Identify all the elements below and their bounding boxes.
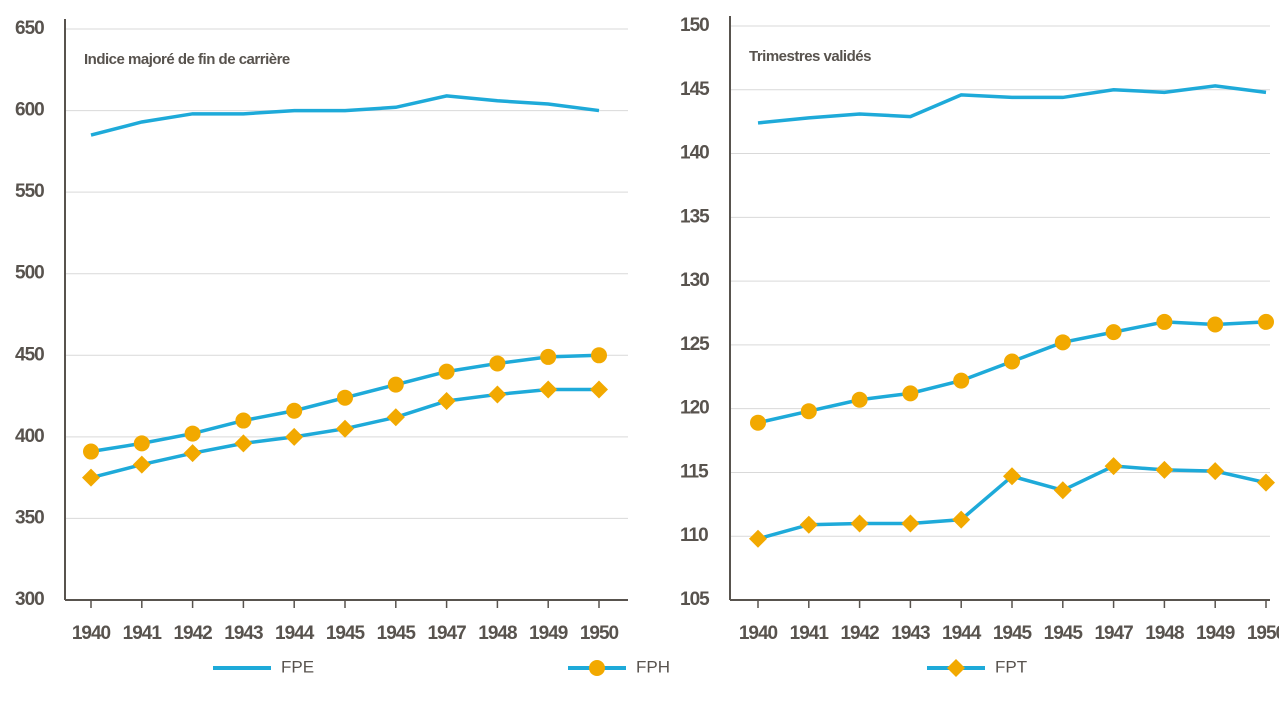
marker: [1156, 313, 1173, 330]
marker: [947, 659, 965, 677]
x-tick-label: 1949: [1196, 623, 1235, 644]
marker: [540, 348, 557, 365]
marker: [1207, 316, 1224, 333]
marker: [183, 444, 202, 463]
marker: [1054, 334, 1071, 351]
marker: [901, 514, 920, 533]
x-tick-label: 1944: [942, 623, 982, 644]
marker: [850, 514, 869, 533]
y-tick-label: 600: [15, 100, 44, 121]
marker: [132, 455, 151, 474]
y-tick-label: 115: [680, 461, 709, 482]
x-tick-label: 1942: [840, 623, 879, 644]
series-line: [757, 320, 1267, 425]
marker: [235, 412, 252, 429]
x-tick-label: 1945: [326, 623, 366, 644]
x-tick-label: 1940: [72, 623, 111, 644]
marker: [438, 363, 455, 380]
series-line: [757, 84, 1267, 125]
x-tick-label: 1941: [123, 623, 163, 644]
legend-label: FPH: [636, 657, 670, 676]
x-tick-label: 1950: [580, 623, 619, 644]
x-tick-label: 1948: [1145, 623, 1184, 644]
x-tick-label: 1948: [478, 623, 517, 644]
marker: [1206, 462, 1225, 481]
x-tick-label: 1950: [1247, 623, 1279, 644]
marker: [800, 403, 817, 420]
marker: [1105, 324, 1122, 341]
x-tick-label: 1947: [427, 623, 466, 644]
y-tick-label: 125: [680, 334, 710, 355]
x-tick-label: 1943: [891, 623, 930, 644]
legend-label: FPT: [995, 657, 1027, 676]
marker: [82, 468, 100, 487]
y-tick-label: 140: [680, 143, 709, 164]
x-tick-label: 1944: [275, 623, 315, 644]
marker: [285, 427, 304, 446]
y-tick-label: 145: [680, 79, 710, 100]
x-tick-label: 1940: [739, 623, 778, 644]
marker: [489, 355, 506, 372]
marker: [336, 419, 354, 438]
y-tick-label: 650: [15, 18, 44, 39]
y-tick-label: 500: [15, 263, 44, 284]
y-tick-label: 105: [680, 589, 710, 610]
y-tick-label: 135: [680, 206, 710, 227]
x-tick-label: 1942: [173, 623, 212, 644]
marker: [590, 380, 608, 399]
marker: [437, 391, 456, 410]
marker: [1104, 457, 1123, 476]
marker: [133, 435, 150, 452]
marker: [591, 347, 607, 364]
marker: [386, 408, 405, 427]
marker: [234, 434, 253, 453]
marker: [539, 380, 558, 399]
marker: [1155, 460, 1174, 479]
marker: [337, 389, 353, 406]
y-tick-label: 400: [15, 426, 44, 447]
marker: [1004, 353, 1020, 370]
marker: [952, 510, 971, 529]
marker: [1257, 473, 1275, 492]
series-line: [90, 94, 600, 137]
marker: [799, 515, 818, 534]
x-tick-label: 1945: [377, 623, 417, 644]
y-tick-label: 450: [15, 344, 44, 365]
x-tick-label: 1945: [993, 623, 1033, 644]
marker: [1053, 481, 1072, 500]
x-tick-label: 1945: [1044, 623, 1084, 644]
x-tick-label: 1943: [224, 623, 263, 644]
marker: [83, 443, 99, 460]
marker: [851, 391, 868, 408]
y-tick-label: 130: [680, 270, 709, 291]
marker: [1258, 313, 1274, 330]
x-tick-label: 1941: [790, 623, 830, 644]
marker: [750, 414, 766, 431]
y-tick-label: 110: [680, 525, 708, 546]
y-tick-label: 300: [15, 589, 44, 610]
y-tick-label: 150: [680, 15, 709, 36]
x-tick-label: 1947: [1094, 623, 1133, 644]
marker: [953, 372, 970, 389]
marker: [1003, 467, 1021, 486]
chart-title: Trimestres validés: [749, 48, 871, 65]
y-tick-label: 350: [15, 507, 44, 528]
marker: [184, 425, 201, 442]
chart-title: Indice majoré de fin de carrière: [84, 51, 290, 68]
marker: [749, 529, 767, 548]
marker: [902, 385, 919, 402]
legend-label: FPE: [281, 657, 314, 676]
marker: [387, 376, 404, 393]
marker: [286, 402, 303, 419]
y-tick-label: 550: [15, 181, 44, 202]
marker: [589, 660, 605, 676]
marker: [488, 385, 507, 404]
x-tick-label: 1949: [529, 623, 568, 644]
y-tick-label: 120: [680, 398, 709, 419]
